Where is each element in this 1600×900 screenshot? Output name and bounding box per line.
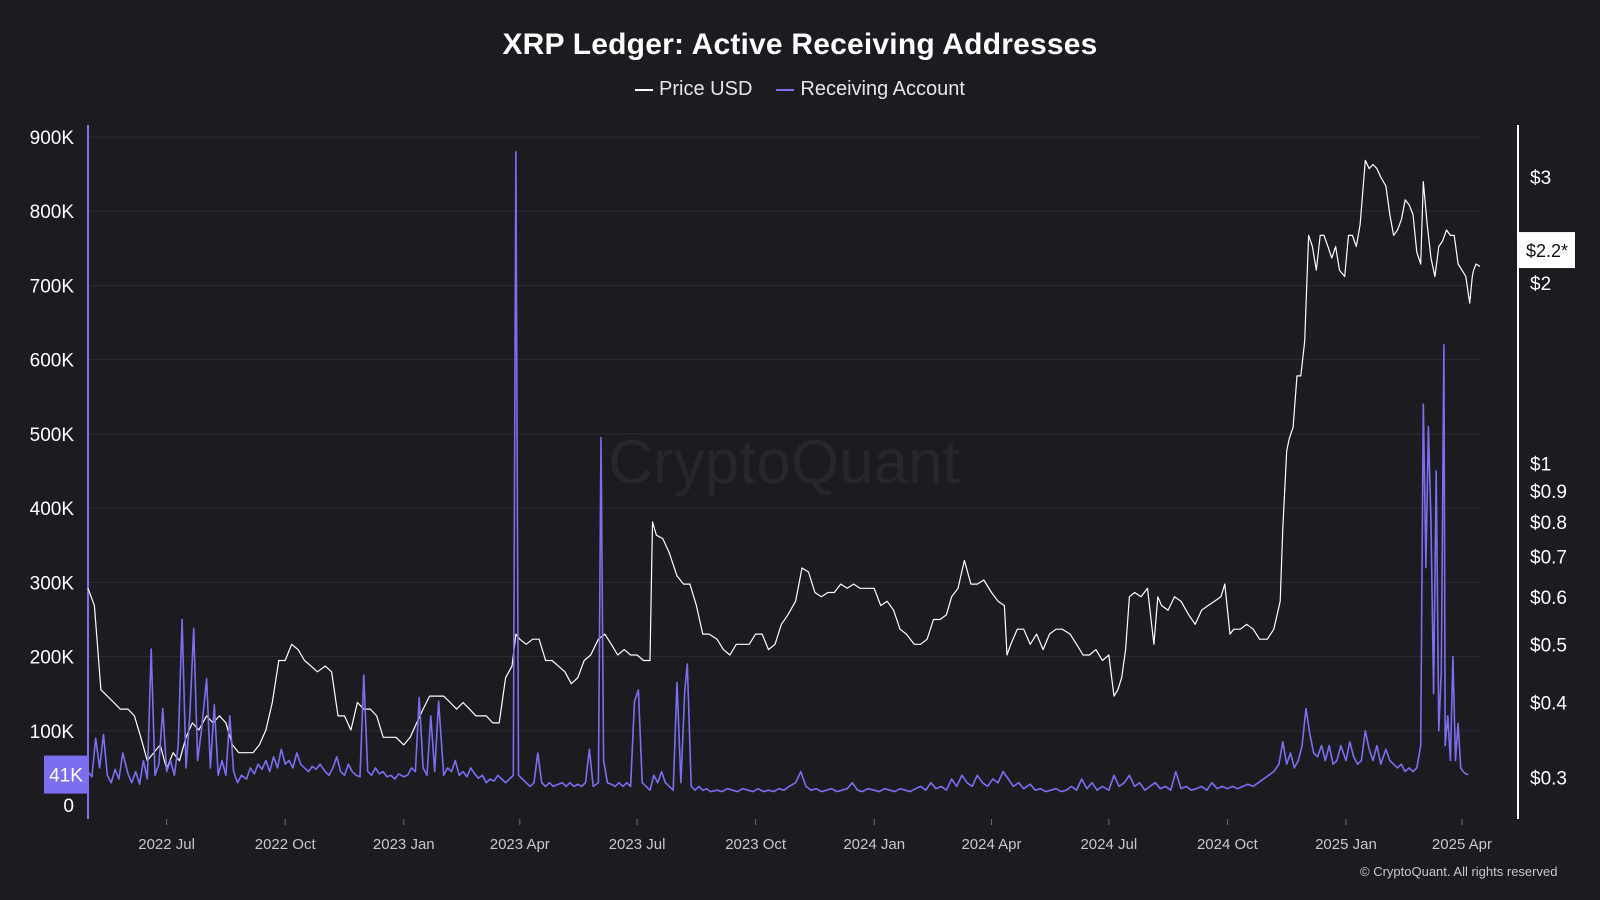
legend-swatch-price (635, 88, 654, 91)
y-left-tick-label: 300K (30, 573, 75, 594)
legend-label-receiving: Receiving Account (800, 78, 965, 100)
x-tick-label: 2023 Apr (490, 836, 550, 853)
x-tick-label: 2023 Jul (609, 836, 666, 853)
y-right-tick-label: $1 (1530, 455, 1551, 476)
y-right-tick-label: $3 (1530, 168, 1551, 189)
x-tick-label: 2022 Jul (138, 836, 195, 853)
y-left-tick-label: 200K (30, 648, 75, 669)
legend-item-price[interactable]: Price USD (635, 78, 752, 101)
y-left-tick-label: 700K (30, 276, 75, 297)
x-tick-label: 2024 Jul (1080, 836, 1137, 853)
legend-item-receiving[interactable]: Receiving Account (776, 78, 965, 101)
y-left-tick-label: 100K (30, 722, 75, 743)
y-right-tick-label: $0.7 (1530, 548, 1567, 569)
y-left-tick-label: 0 (63, 796, 74, 817)
current-value-badge-right (1519, 232, 1575, 269)
copyright-text: © CryptoQuant. All rights reserved (1360, 864, 1558, 879)
x-tick-label: 2022 Oct (255, 836, 317, 853)
y-right-tick-label: $0.5 (1530, 635, 1567, 656)
legend: Price USD Receiving Account (0, 78, 1600, 101)
legend-swatch-receiving (776, 88, 795, 91)
chart-title: XRP Ledger: Active Receiving Addresses (502, 28, 1098, 61)
receiving-account-series-line[interactable] (87, 151, 1469, 793)
current-value-label-left: 41K (49, 766, 83, 787)
y-right-tick-label: $0.4 (1530, 694, 1567, 715)
y-left-tick-label: 900K (30, 128, 75, 149)
y-left-tick-label: 600K (30, 351, 75, 372)
x-tick-label: 2024 Apr (961, 836, 1021, 853)
current-value-badge-left (44, 755, 88, 794)
y-right-tick-label: $0.3 (1530, 769, 1567, 790)
price-usd-series-line[interactable] (87, 159, 1481, 770)
x-tick-label: 2024 Oct (1197, 836, 1259, 853)
y-left-tick-label: 800K (30, 202, 75, 223)
x-tick-label: 2024 Jan (843, 836, 905, 853)
y-left-tick-label: 500K (30, 425, 75, 446)
current-value-label-right: $2.2* (1526, 241, 1568, 261)
y-right-tick-label: $2 (1530, 274, 1551, 295)
x-tick-label: 2025 Apr (1432, 836, 1492, 853)
x-tick-label: 2023 Oct (725, 836, 787, 853)
watermark-text: CryptoQuant (608, 428, 960, 497)
x-tick-label: 2023 Jan (373, 836, 435, 853)
y-right-tick-label: $0.9 (1530, 482, 1567, 503)
y-left-tick-label: 400K (30, 499, 75, 520)
y-right-tick-label: $0.6 (1530, 588, 1567, 609)
legend-label-price: Price USD (659, 78, 753, 100)
y-right-tick-label: $0.8 (1530, 513, 1567, 534)
x-tick-label: 2025 Jan (1315, 836, 1377, 853)
